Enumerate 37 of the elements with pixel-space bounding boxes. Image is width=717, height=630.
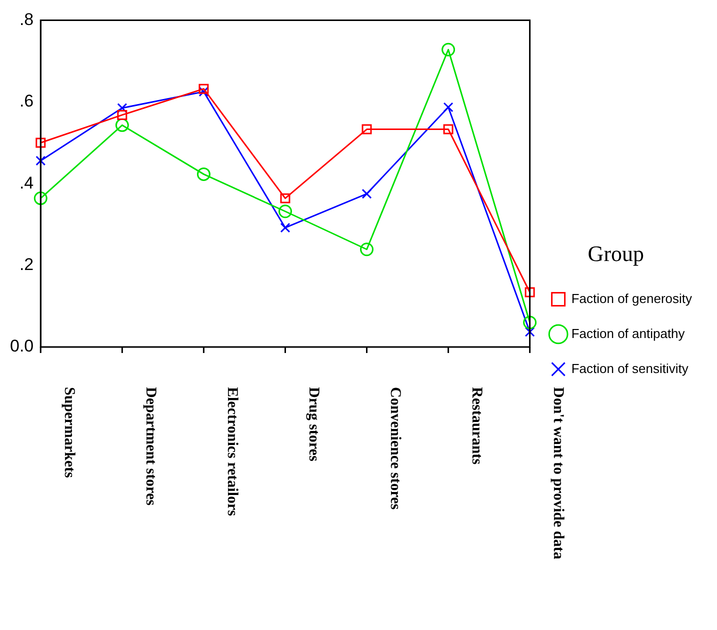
point — [442, 42, 456, 56]
point — [117, 110, 128, 120]
x-tick-label: Supermarkets — [60, 387, 77, 478]
point — [117, 103, 128, 114]
x-tick-label: Convenience stores — [386, 387, 403, 510]
point — [443, 124, 454, 134]
point — [362, 188, 372, 199]
x-tick-label: Department stores — [142, 387, 158, 506]
legend-label: Faction of generosity — [571, 290, 692, 306]
point — [280, 222, 290, 233]
legend-label: Faction of sensitivity — [571, 360, 689, 376]
point — [360, 242, 374, 256]
point — [524, 287, 535, 298]
point — [34, 192, 48, 206]
point — [36, 138, 46, 148]
x-tick-label: Don't want to provide data — [550, 387, 566, 560]
point — [523, 316, 537, 330]
point — [36, 156, 46, 166]
x-tick-label: Drug stores — [305, 387, 322, 462]
point — [198, 86, 209, 97]
legend-label: Faction of antipathy — [571, 326, 686, 341]
point — [198, 84, 209, 94]
y-tick-label: 0.0 — [10, 336, 34, 356]
point — [443, 102, 454, 112]
point — [115, 118, 129, 132]
point — [524, 326, 535, 337]
y-tick-label: .4 — [19, 173, 34, 192]
legend-title: Group — [588, 241, 644, 266]
y-tick-label: .6 — [19, 92, 34, 111]
y-tick-label: .2 — [19, 254, 34, 274]
x-tick-label: Restaurants — [468, 387, 484, 465]
point — [280, 193, 290, 204]
point — [278, 204, 292, 218]
point — [362, 124, 372, 134]
y-tick-label: .8 — [19, 10, 34, 29]
point — [196, 167, 210, 181]
x-tick-label: Electronics retailors — [224, 387, 240, 516]
